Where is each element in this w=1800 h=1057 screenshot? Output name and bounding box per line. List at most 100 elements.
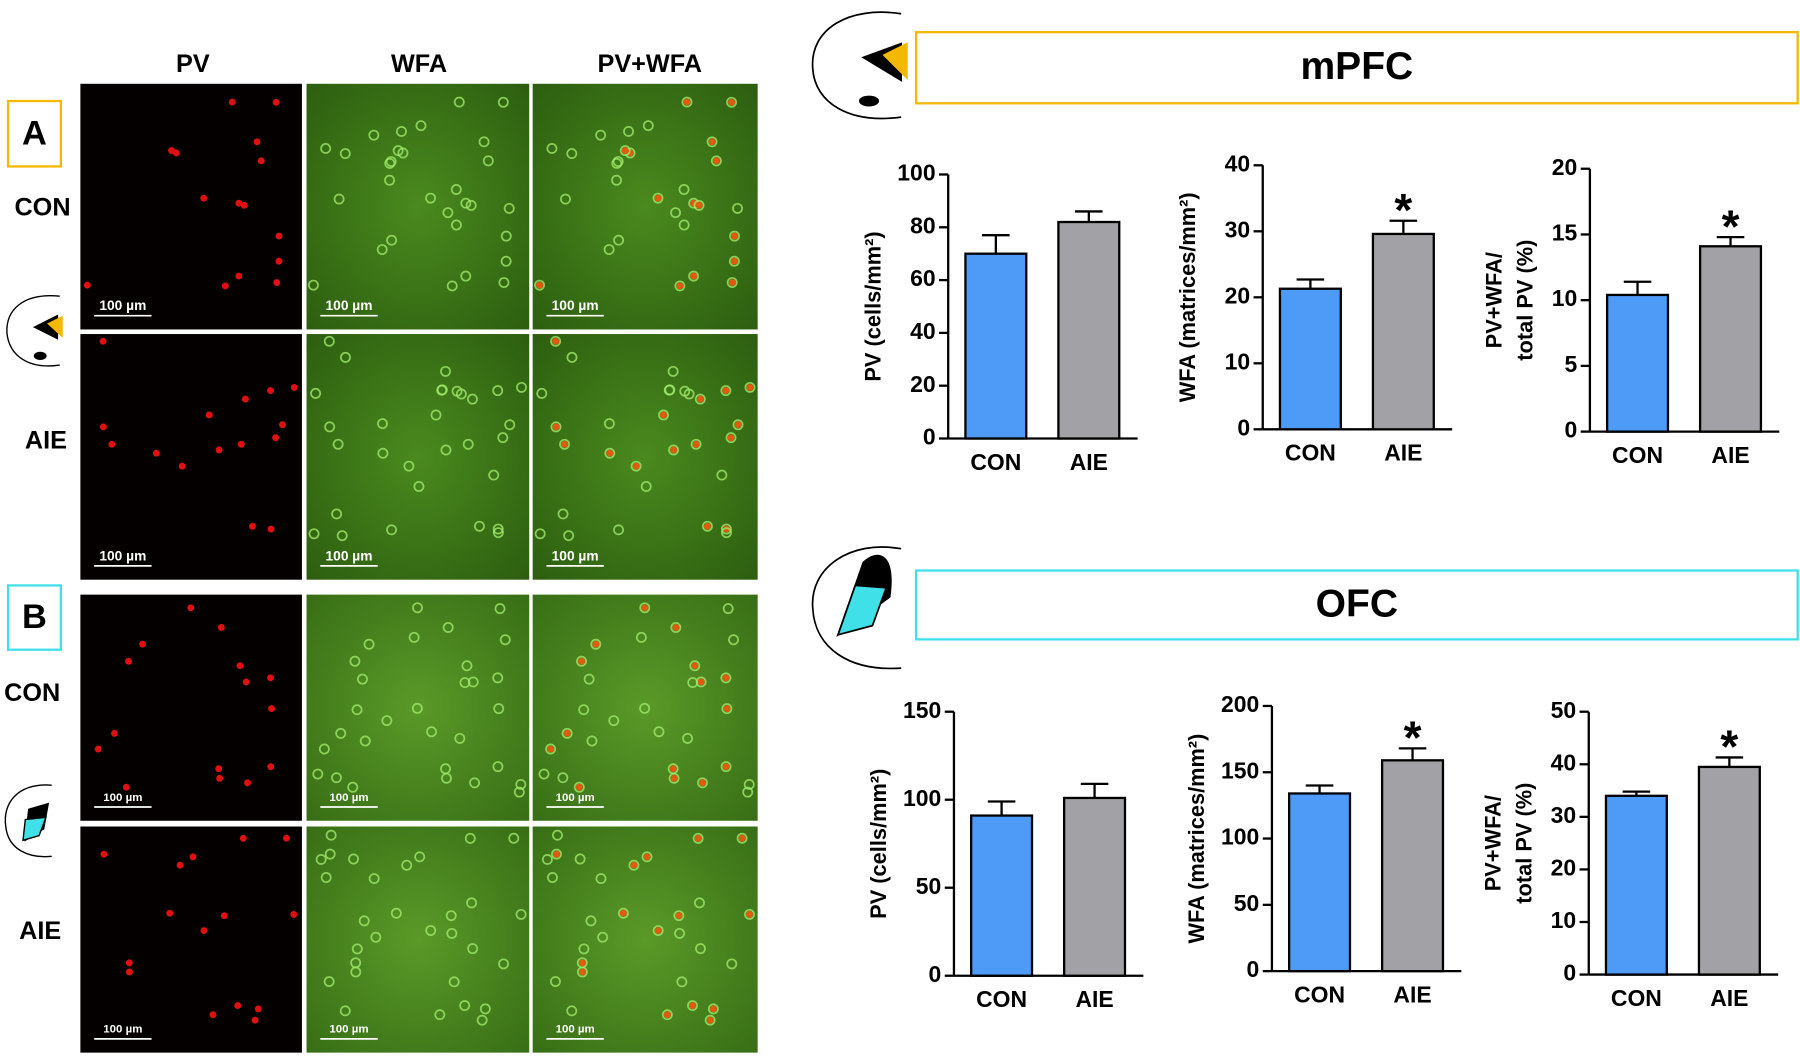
cell (635, 631, 647, 643)
cell (534, 279, 546, 291)
cell (578, 959, 586, 967)
cell (551, 848, 562, 860)
bar (1380, 759, 1445, 973)
cell (176, 861, 184, 869)
cell (611, 157, 623, 169)
cell (697, 678, 705, 686)
cell (667, 763, 679, 775)
y-tick-label: 150 (1221, 757, 1259, 783)
cell (377, 418, 388, 430)
cell (469, 777, 481, 789)
cell (340, 351, 351, 363)
cell (215, 765, 223, 773)
cell (267, 763, 275, 771)
cell (466, 897, 478, 909)
y-tick-label: 50 (1551, 697, 1577, 723)
bar (1371, 232, 1435, 431)
y-tick-label: 40 (910, 318, 936, 344)
cell (464, 832, 476, 844)
cell (663, 1011, 671, 1019)
cell (440, 444, 452, 456)
cell (460, 197, 472, 209)
cell (742, 786, 754, 798)
panel-label-box (6, 584, 63, 651)
cell (267, 387, 274, 395)
cell (536, 281, 544, 289)
cell (679, 385, 691, 397)
micrograph (532, 334, 758, 580)
cell (99, 337, 107, 345)
cell (709, 1005, 717, 1013)
cell (673, 910, 685, 922)
cell (550, 421, 562, 433)
cell (557, 772, 569, 784)
micrograph (532, 594, 758, 821)
cell (559, 438, 571, 450)
cell (440, 763, 451, 775)
cell (658, 409, 669, 421)
cell (675, 912, 683, 920)
cell (235, 199, 243, 207)
cell (604, 447, 616, 459)
cell (351, 704, 363, 716)
significance-mark: * (1404, 712, 1422, 764)
cell (699, 779, 706, 787)
cell (244, 779, 251, 787)
y-tick-label: 80 (910, 212, 936, 238)
cell (216, 774, 224, 782)
cell (479, 1003, 491, 1015)
cell (595, 129, 607, 141)
y-tick-label: 10 (1551, 907, 1577, 933)
cell (576, 957, 588, 969)
cell (339, 148, 351, 160)
cell (553, 850, 560, 858)
cell (652, 192, 664, 204)
cell (687, 1000, 698, 1012)
cell (727, 434, 735, 442)
cell (508, 832, 520, 844)
cell (426, 726, 437, 738)
cell (725, 432, 737, 444)
cell (738, 834, 746, 842)
cell (493, 703, 505, 715)
cell (693, 199, 705, 211)
cell (515, 908, 527, 920)
row-label: CON (4, 679, 60, 707)
cell (381, 715, 393, 727)
cell (348, 853, 359, 865)
cell (385, 156, 397, 167)
bar (1287, 792, 1352, 973)
cell (744, 381, 756, 393)
cell (731, 232, 738, 240)
bar (1278, 287, 1342, 431)
cell (221, 282, 229, 290)
cell (440, 365, 451, 377)
cell (315, 853, 327, 865)
cell (728, 634, 739, 646)
cell (94, 745, 102, 753)
y-tick-label: 0 (1565, 417, 1578, 443)
y-tick-label: 20 (910, 371, 936, 397)
cell (708, 138, 716, 146)
cell (550, 976, 561, 988)
micrograph (80, 826, 302, 1053)
cell (681, 96, 693, 108)
cell (690, 438, 702, 450)
cell (692, 832, 704, 844)
cell (545, 743, 557, 755)
scale-bar-label: 100 µm (552, 298, 599, 313)
y-axis-label: PV (cells/mm²) (861, 231, 886, 381)
bar (1605, 293, 1670, 433)
cell (563, 729, 571, 737)
column-header: PV+WFA (597, 50, 702, 78)
cell (454, 732, 466, 744)
cell (168, 147, 175, 155)
cell (746, 910, 753, 918)
cell (721, 527, 732, 539)
significance-mark: * (1720, 721, 1738, 773)
cell (670, 446, 677, 454)
cell (732, 419, 744, 431)
micrograph (306, 594, 530, 821)
cell (349, 655, 361, 667)
